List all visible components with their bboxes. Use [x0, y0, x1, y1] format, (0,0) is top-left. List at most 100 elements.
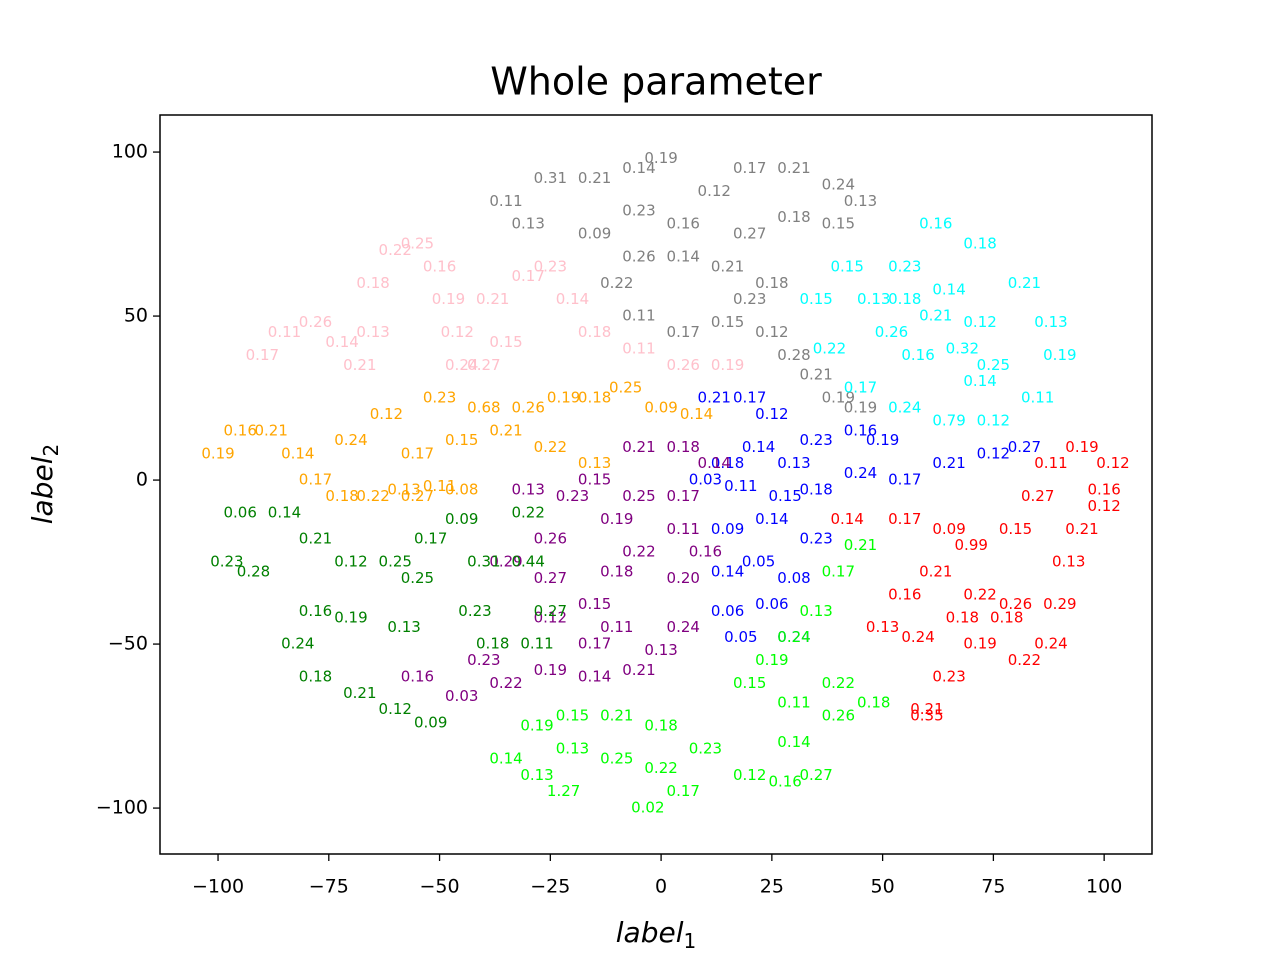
- point-label: 0.18: [476, 635, 509, 653]
- point-label: 0.21: [578, 169, 611, 187]
- point-label: 0.19: [1065, 438, 1098, 456]
- point-label: 0.03: [445, 687, 478, 705]
- point-label: 0.19: [534, 661, 567, 679]
- point-label: 0.24: [445, 356, 478, 374]
- point-label: 0.24: [281, 635, 314, 653]
- point-label: 0.19: [711, 356, 744, 374]
- point-label: 0.15: [830, 257, 863, 275]
- point-label: 0.14: [777, 733, 810, 751]
- point-label: 0.18: [755, 274, 788, 292]
- point-label: 0.44: [511, 553, 544, 571]
- point-label: 0.12: [1096, 454, 1129, 472]
- y-axis-label-text: label: [26, 456, 59, 524]
- point-label: 0.17: [888, 471, 921, 489]
- point-label: 0.32: [946, 339, 979, 357]
- point-label: 0.15: [822, 215, 855, 233]
- point-label: 0.13: [520, 766, 553, 784]
- point-label: 0.17: [299, 471, 332, 489]
- point-label: 0.11: [667, 520, 700, 538]
- point-label: 0.12: [534, 608, 567, 626]
- point-label: 0.17: [578, 635, 611, 653]
- point-label: 0.25: [379, 553, 412, 571]
- point-label: 0.22: [356, 487, 389, 505]
- point-label: 0.26: [534, 530, 567, 548]
- point-label: 0.25: [600, 749, 633, 767]
- point-label: 0.19: [755, 651, 788, 669]
- point-label: 0.06: [711, 602, 744, 620]
- point-label: 0.24: [1034, 635, 1067, 653]
- point-label: 0.11: [1034, 454, 1067, 472]
- point-label: 0.21: [711, 257, 744, 275]
- point-label: 0.19: [1043, 346, 1076, 364]
- point-label: 0.21: [299, 530, 332, 548]
- point-label: 0.17: [667, 487, 700, 505]
- point-label: 0.14: [268, 503, 301, 521]
- x-tick-label: 25: [760, 876, 784, 898]
- point-label: 0.27: [534, 569, 567, 587]
- point-label: 0.18: [299, 667, 332, 685]
- point-label: 0.28: [237, 562, 270, 580]
- point-label: 0.12: [334, 553, 367, 571]
- point-label: 0.25: [401, 234, 434, 252]
- point-label: 0.22: [963, 585, 996, 603]
- point-label: 0.16: [401, 667, 434, 685]
- x-tick-label: 100: [1086, 876, 1122, 898]
- point-label: 0.26: [875, 323, 908, 341]
- point-label: 0.13: [1052, 553, 1085, 571]
- point-label: 0.16: [299, 602, 332, 620]
- point-label: 0.22: [511, 503, 544, 521]
- y-axis-label: label2: [26, 444, 63, 524]
- point-label: 0.11: [724, 477, 757, 495]
- point-label: 0.19: [520, 717, 553, 735]
- point-label: 0.15: [556, 707, 589, 725]
- point-label: 0.13: [777, 454, 810, 472]
- point-label: 0.19: [866, 431, 899, 449]
- point-label: 0.12: [441, 323, 474, 341]
- point-label: 0.28: [777, 346, 810, 364]
- point-label: 0.27: [467, 356, 500, 374]
- x-axis-label-sub: 1: [683, 929, 696, 953]
- point-label: 0.15: [999, 520, 1032, 538]
- point-label: 0.14: [742, 438, 775, 456]
- point-label: 0.24: [888, 398, 921, 416]
- point-label: 0.14: [963, 372, 996, 390]
- point-label: 0.14: [830, 510, 863, 528]
- point-label: 0.16: [901, 346, 934, 364]
- point-label: 0.21: [489, 421, 522, 439]
- point-label: 0.18: [963, 234, 996, 252]
- point-label: 0.26: [622, 248, 655, 266]
- point-label: 0.18: [946, 608, 979, 626]
- point-label: 0.02: [631, 799, 664, 817]
- point-label: 0.99: [955, 536, 988, 554]
- point-label: 0.22: [1008, 651, 1041, 669]
- point-label: 0.25: [401, 569, 434, 587]
- point-label: 0.26: [999, 595, 1032, 613]
- point-label: 0.11: [777, 694, 810, 712]
- point-label: 0.13: [844, 192, 877, 210]
- point-label: 0.24: [334, 431, 367, 449]
- y-axis-label-sub: 2: [39, 444, 63, 457]
- point-label: 0.17: [733, 389, 766, 407]
- point-label: 0.21: [919, 307, 952, 325]
- point-label: 0.13: [511, 215, 544, 233]
- x-tick-label: 75: [981, 876, 1005, 898]
- point-label: 0.23: [534, 257, 567, 275]
- point-label: 0.31: [467, 553, 500, 571]
- point-label: 0.21: [622, 661, 655, 679]
- point-label: 0.21: [600, 707, 633, 725]
- point-label: 0.16: [919, 215, 952, 233]
- point-label: 0.18: [857, 694, 890, 712]
- point-label: 0.19: [600, 510, 633, 528]
- point-label: 0.21: [932, 454, 965, 472]
- point-label: 0.05: [724, 628, 757, 646]
- point-label: 0.14: [755, 510, 788, 528]
- point-label: 0.14: [622, 159, 655, 177]
- point-label: 0.21: [476, 290, 509, 308]
- point-label: 0.26: [822, 707, 855, 725]
- point-label: 0.26: [299, 313, 332, 331]
- point-label: 0.14: [698, 454, 731, 472]
- point-label: 0.13: [556, 740, 589, 758]
- point-label: 0.17: [733, 159, 766, 177]
- x-tick-label: −25: [530, 876, 570, 898]
